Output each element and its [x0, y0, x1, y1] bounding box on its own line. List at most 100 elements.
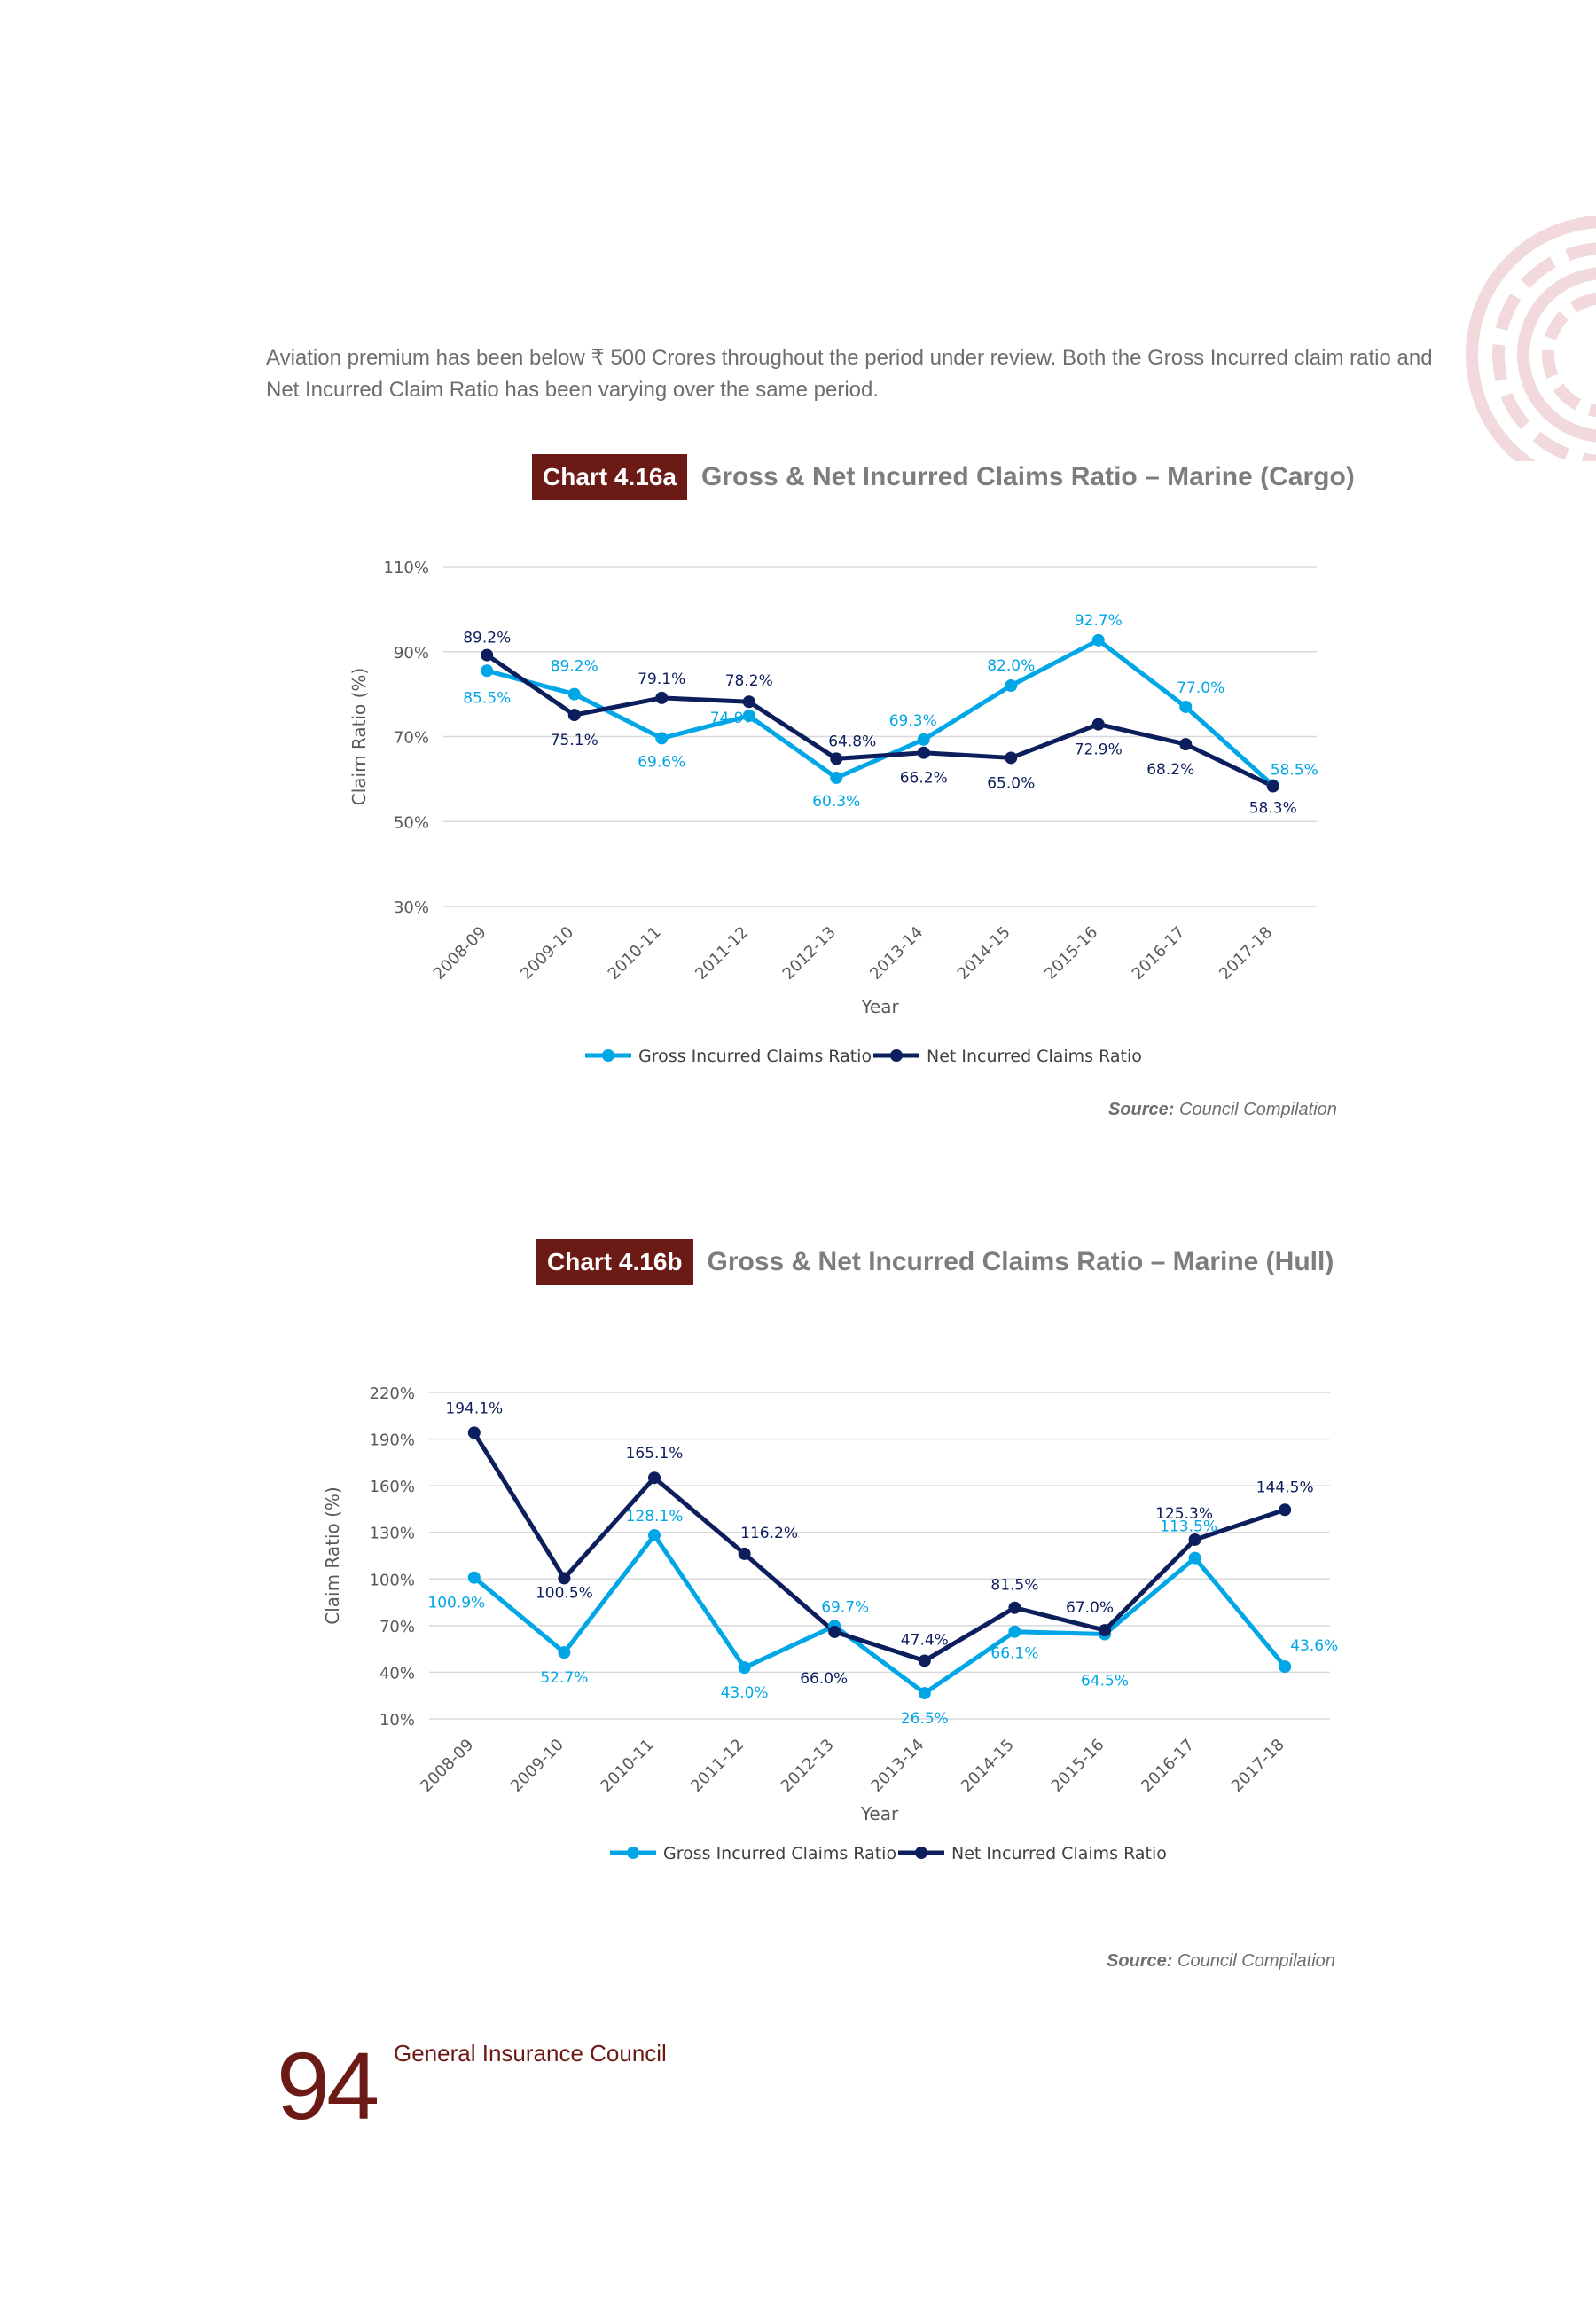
chart-a-source-label: Source:: [1108, 1100, 1175, 1119]
page-number: 94: [277, 2032, 379, 2139]
chart-b-data-label-net: 47.4%: [901, 1631, 949, 1649]
chart-b-data-label-net: 125.3%: [1155, 1505, 1213, 1523]
chart-b-number: Chart 4.16b: [536, 1239, 693, 1285]
chart-b-legend-marker: [627, 1847, 639, 1859]
chart-b-data-label-gross: 128.1%: [626, 1508, 684, 1526]
chart-a-point-net: [1179, 738, 1193, 751]
chart-a-title: Gross & Net Incurred Claims Ratio – Mari…: [700, 462, 1355, 491]
chart-a-y-axis-label: Claim Ratio (%): [348, 668, 370, 806]
chart-b-data-label-net: 100.5%: [536, 1584, 593, 1602]
chart-b-xtick-label: 2014-15: [958, 1736, 1018, 1796]
chart-a-xtick-label: 2014-15: [954, 923, 1014, 984]
chart-b-xtick-label: 2011-12: [687, 1736, 747, 1796]
chart-b-point-net: [558, 1572, 571, 1585]
chart-b-title: Gross & Net Incurred Claims Ratio – Mari…: [707, 1247, 1334, 1276]
chart-a-point-net: [742, 695, 755, 709]
chart-a-legend-marker: [890, 1049, 903, 1062]
chart-a-data-label-gross: 89.2%: [551, 658, 598, 676]
chart-a-point-net: [1266, 780, 1279, 793]
chart-a-legend-label: Gross Incurred Claims Ratio: [638, 1047, 872, 1066]
chart-a-ytick-label: 50%: [394, 813, 429, 832]
chart-b-xtick-label: 2012-13: [778, 1736, 838, 1796]
chart-b-source-text: Council Compilation: [1177, 1951, 1335, 1971]
chart-a-data-label-net: 72.9%: [1075, 741, 1123, 759]
chart-a-data-label-gross: 85.5%: [463, 689, 511, 707]
chart-a-legend-label: Net Incurred Claims Ratio: [927, 1047, 1142, 1066]
chart-a-point-net: [830, 752, 843, 765]
chart-b-xtick-label: 2008-09: [417, 1736, 477, 1796]
chart-b-point-net: [1008, 1601, 1021, 1614]
chart-a-data-label-net: 58.3%: [1249, 800, 1297, 818]
chart-b-point-net: [738, 1547, 751, 1560]
chart-a-point-net: [567, 709, 581, 722]
chart-a-xtick-label: 2016-17: [1129, 923, 1189, 984]
chart-b-source-label: Source:: [1107, 1951, 1173, 1971]
chart-b-ytick-label: 220%: [370, 1384, 415, 1403]
chart-a-series-line-net: [485, 653, 1274, 788]
chart-b-xtick-label: 2010-11: [597, 1736, 657, 1796]
chart-a-xtick-label: 2013-14: [866, 923, 927, 984]
chart-b-xtick-label: 2013-14: [867, 1736, 927, 1796]
chart-a-data-label-gross: 69.6%: [638, 753, 685, 771]
chart-b-data-label-gross: 64.5%: [1081, 1672, 1129, 1690]
chart-a-xtick-label: 2010-11: [605, 923, 665, 984]
chart-b-point-gross: [738, 1661, 751, 1675]
chart-a-xtick-label: 2015-16: [1041, 923, 1101, 984]
chart-a-data-label-gross: 92.7%: [1075, 612, 1123, 630]
chart-b-ytick-label: 40%: [379, 1664, 415, 1682]
chart-a-ytick-label: 90%: [394, 644, 429, 663]
chart-b-point-gross: [1008, 1625, 1021, 1638]
chart-a-ytick-label: 30%: [394, 898, 429, 917]
chart-b-point-net: [828, 1625, 841, 1638]
chart-b-point-net: [467, 1426, 481, 1439]
chart-a-plot: 30% 50% 70% 90% 110% Claim Ratio (%) 2008-09 20…: [348, 559, 1318, 1066]
chart-b-data-label-net: 66.0%: [800, 1670, 848, 1688]
chart-b-xtick-label: 2017-18: [1228, 1736, 1288, 1796]
chart-b-data-label-net: 81.5%: [990, 1577, 1038, 1595]
chart-b-source: Source: Council Compilation: [1107, 1951, 1335, 1972]
intro-paragraph: Aviation premium has been below ₹ 500 Cr…: [266, 346, 1433, 402]
chart-a-data-label-gross: 69.3%: [889, 712, 937, 730]
chart-a-point-gross: [1179, 700, 1193, 713]
chart-b-ytick-label: 160%: [370, 1478, 415, 1496]
chart-a-point-gross: [830, 771, 843, 784]
decorative-arcs: [1466, 216, 1596, 461]
chart-b-plot: 10% 40% 70% 100% 130% 160% 190% 220% Claim Ratio…: [322, 1384, 1338, 1863]
chart-a-data-label-gross: 74.9%: [710, 710, 758, 727]
chart-b-data-label-gross: 113.5%: [1160, 1518, 1217, 1536]
chart-a-ytick-label: 70%: [394, 729, 429, 748]
chart-b-x-axis-label: Year: [860, 1803, 899, 1824]
chart-a-x-axis-label: Year: [860, 996, 899, 1017]
chart-b-point-gross: [1188, 1551, 1201, 1565]
chart-a-point-gross: [917, 733, 930, 746]
chart-b-point-net: [1279, 1503, 1292, 1517]
chart-a-xtick-label: 2012-13: [779, 923, 840, 984]
chart-a-series-line-gross: [486, 638, 1275, 788]
chart-b-data-label-net: 67.0%: [1066, 1599, 1114, 1617]
chart-b-data-label-net: 116.2%: [740, 1525, 798, 1542]
chart-b-xtick-label: 2009-10: [507, 1736, 567, 1796]
chart-a-number: Chart 4.16a: [532, 454, 687, 500]
chart-b-data-label-net: 194.1%: [445, 1400, 503, 1417]
chart-b-point-gross: [648, 1529, 661, 1542]
chart-a-data-label-gross: 60.3%: [812, 793, 860, 811]
chart-a-source-text: Council Compilation: [1179, 1100, 1337, 1119]
chart-b-legend-marker: [915, 1847, 927, 1859]
chart-a-point-gross: [481, 664, 494, 678]
chart-a-data-label-net: 78.2%: [725, 672, 773, 690]
chart-a-point-gross: [655, 732, 669, 745]
chart-b-ytick-label: 190%: [370, 1431, 415, 1450]
chart-b-series-line-net: [472, 1431, 1286, 1663]
footer-organisation: General Insurance Council: [394, 2040, 667, 2067]
chart-a-point-net: [1091, 718, 1105, 731]
chart-a-point-gross: [1005, 679, 1018, 693]
chart-a-legend-marker: [602, 1049, 614, 1062]
chart-b-data-label-gross: 66.1%: [990, 1645, 1038, 1663]
chart-b-header: Chart 4.16b Gross & Net Incurred Claims …: [536, 1239, 1334, 1285]
chart-a-xtick-label: 2011-12: [692, 923, 752, 984]
chart-a-data-label-net: 75.1%: [551, 732, 598, 749]
chart-a-data-label-net: 89.2%: [463, 630, 511, 647]
chart-b-data-label-gross: 69.7%: [821, 1598, 869, 1616]
chart-a-header: Chart 4.16a Gross & Net Incurred Claims …: [532, 454, 1355, 500]
chart-a-point-net: [655, 691, 669, 704]
